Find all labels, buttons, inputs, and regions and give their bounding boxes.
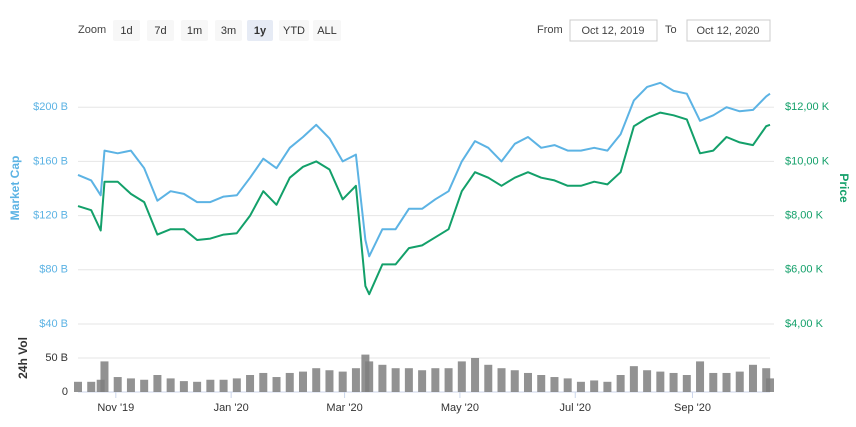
- volume-bar: [193, 381, 202, 392]
- volume-bar: [87, 381, 96, 392]
- zoom-button-label[interactable]: YTD: [283, 25, 305, 37]
- zoom-button[interactable]: [147, 20, 174, 41]
- volume-bar: [140, 379, 149, 392]
- y-axis-title: Market Cap: [8, 156, 22, 221]
- volume-bar: [523, 372, 532, 392]
- volume-bar: [766, 378, 774, 392]
- zoom-label: Zoom: [78, 24, 106, 36]
- volume-bar: [510, 370, 519, 392]
- zoom-button[interactable]: [181, 20, 208, 41]
- volume-bar: [272, 377, 281, 392]
- zoom-button-label[interactable]: ALL: [317, 25, 337, 37]
- volume-bar: [153, 375, 162, 392]
- volume-bar: [74, 381, 82, 392]
- volume-bar: [166, 378, 175, 392]
- volume-tick-label: 50 B: [45, 352, 68, 364]
- y2-tick-label: $10,00 K: [785, 155, 830, 167]
- volume-bar: [312, 368, 321, 392]
- volume-bar: [696, 361, 705, 392]
- volume-bar: [100, 361, 109, 392]
- zoom-button[interactable]: [113, 20, 140, 41]
- from-value[interactable]: Oct 12, 2019: [582, 25, 645, 37]
- volume-bar: [298, 371, 307, 392]
- volume-bar: [682, 375, 691, 392]
- volume-bar: [656, 371, 665, 392]
- y2-axis-title: Price: [837, 173, 851, 203]
- volume-bar: [735, 371, 744, 392]
- volume-bar: [206, 379, 215, 392]
- volume-bar: [259, 372, 268, 392]
- volume-bar: [576, 381, 585, 392]
- volume-bar: [404, 368, 413, 392]
- to-value[interactable]: Oct 12, 2020: [697, 25, 760, 37]
- to-label: To: [665, 24, 677, 36]
- y2-tick-label: $4,00 K: [785, 318, 824, 330]
- volume-bar: [629, 366, 638, 392]
- volume-bar: [590, 380, 599, 392]
- x-tick-label: Nov '19: [97, 402, 134, 414]
- y-tick-label: $120 B: [33, 210, 68, 222]
- zoom-button-label[interactable]: 3m: [221, 25, 236, 37]
- y-tick-label: $160 B: [33, 155, 68, 167]
- from-label: From: [537, 24, 563, 36]
- y-tick-label: $200 B: [33, 101, 68, 113]
- x-tick-label: Jan '20: [214, 402, 249, 414]
- zoom-button-label[interactable]: 7d: [154, 25, 166, 37]
- x-tick-label: Jul '20: [560, 402, 591, 414]
- volume-bar: [722, 372, 731, 392]
- volume-bar: [550, 377, 559, 392]
- series-line: [77, 111, 771, 296]
- y-tick-label: $40 B: [39, 318, 68, 330]
- volume-bar: [179, 381, 188, 392]
- volume-bar: [484, 364, 493, 392]
- volume-bar: [285, 372, 294, 392]
- volume-bar: [365, 361, 374, 392]
- zoom-button[interactable]: [247, 20, 273, 41]
- volume-bar: [338, 371, 347, 392]
- volume-bar: [563, 378, 572, 392]
- volume-bar: [351, 368, 360, 392]
- zoom-button[interactable]: [313, 20, 341, 41]
- volume-bar: [709, 372, 718, 392]
- volume-bar: [748, 364, 757, 392]
- volume-bar: [126, 378, 135, 392]
- volume-bar: [219, 379, 228, 392]
- zoom-button[interactable]: [215, 20, 242, 41]
- zoom-button[interactable]: [279, 20, 309, 41]
- volume-bar: [113, 377, 122, 392]
- volume-bar: [497, 368, 506, 392]
- to-input[interactable]: [686, 19, 771, 42]
- volume-tick-label: 0: [62, 386, 68, 398]
- volume-bar: [325, 370, 334, 392]
- volume-bar: [378, 364, 387, 392]
- volume-bar: [669, 372, 678, 392]
- zoom-button-label[interactable]: 1m: [187, 25, 202, 37]
- volume-bar: [616, 375, 625, 392]
- from-input[interactable]: [569, 19, 658, 42]
- x-tick-label: Sep '20: [674, 402, 711, 414]
- y2-tick-label: $8,00 K: [785, 210, 824, 222]
- volume-bar: [603, 381, 612, 392]
- volume-bar: [457, 361, 466, 392]
- volume-bar: [431, 368, 440, 392]
- volume-bar: [643, 370, 652, 392]
- y2-tick-label: $12,00 K: [785, 101, 830, 113]
- volume-bar: [537, 375, 546, 392]
- volume-bar: [471, 358, 480, 392]
- volume-bar: [444, 368, 453, 392]
- y2-tick-label: $6,00 K: [785, 264, 824, 276]
- x-tick-label: Mar '20: [326, 402, 362, 414]
- series-line: [77, 81, 771, 258]
- y-tick-label: $80 B: [39, 264, 68, 276]
- volume-bar: [246, 375, 255, 392]
- x-tick-label: May '20: [441, 402, 479, 414]
- volume-axis-title: 24h Vol: [16, 337, 30, 379]
- volume-bar: [418, 370, 427, 392]
- volume-bar: [232, 378, 241, 392]
- zoom-button-label[interactable]: 1d: [120, 25, 132, 37]
- volume-bar: [391, 368, 400, 392]
- zoom-button-label[interactable]: 1y: [254, 25, 267, 37]
